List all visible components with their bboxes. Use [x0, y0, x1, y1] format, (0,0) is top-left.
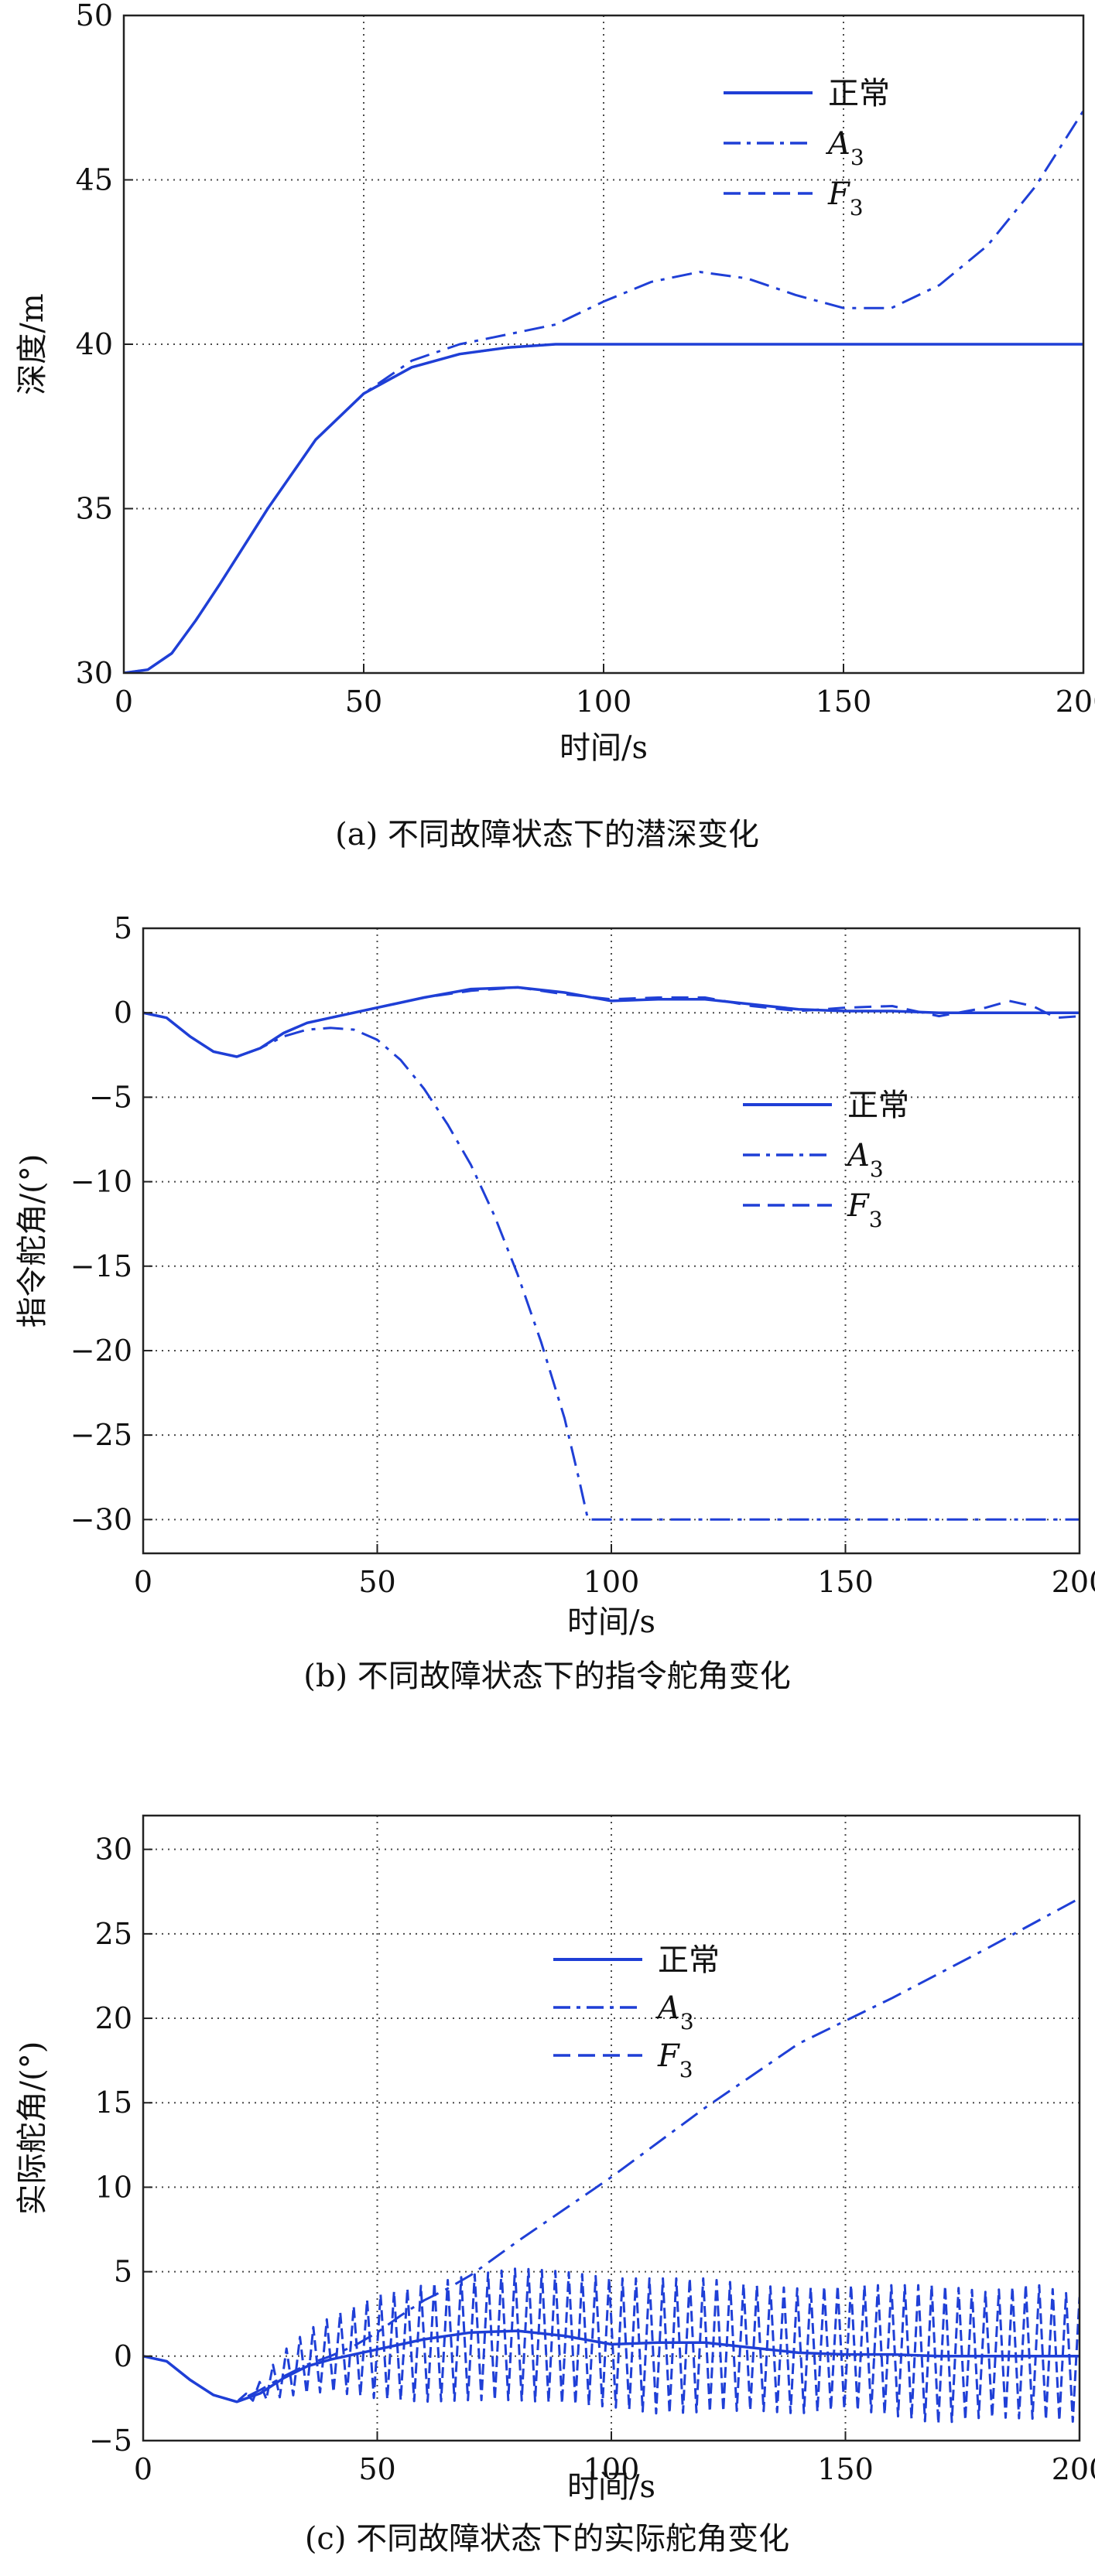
- y-tick-label-3: 10: [95, 2170, 132, 2204]
- x-tick-label-0: 0: [134, 1565, 152, 1599]
- x-tick-label-4: 200: [1056, 685, 1095, 719]
- x-axis-label-b: 时间/s: [567, 1604, 655, 1640]
- caption-a: (a) 不同故障状态下的潜深变化: [335, 817, 759, 852]
- grid-lines-b: [143, 928, 1080, 1553]
- y-axis-label-a: 深度/m: [15, 293, 50, 395]
- x-tick-label-0: 0: [134, 2452, 152, 2486]
- y-axis-label-b: 指令舵角/(°): [15, 1154, 50, 1328]
- y-tick-label-3: 45: [76, 163, 113, 197]
- legend-a: 正常 A3 F3: [724, 76, 890, 220]
- x-tick-label-1: 50: [358, 1565, 395, 1599]
- legend-label-1: A3: [825, 126, 864, 170]
- legend-label-1: A3: [655, 1990, 694, 2034]
- x-tick-label-3: 150: [816, 685, 872, 719]
- x-axis-label-c: 时间/s: [567, 2469, 655, 2505]
- y-tick-label-2: 40: [76, 327, 113, 361]
- x-tick-label-1: 50: [358, 2452, 395, 2486]
- series-group-a: [124, 110, 1083, 673]
- x-tick-label-0: 0: [115, 685, 133, 719]
- legend-label-2: F3: [847, 1188, 883, 1232]
- caption-b: (b) 不同故障状态下的指令舵角变化: [303, 1659, 791, 1694]
- y-tick-label-0: 5: [114, 911, 132, 945]
- legend-label-1: A3: [844, 1138, 884, 1182]
- y-tick-label-7: 30: [95, 1833, 132, 1867]
- series-line-F3: [143, 2267, 1080, 2425]
- series-group-c: [143, 1897, 1080, 2425]
- caption-c: (c) 不同故障状态下的实际舵角变化: [305, 2521, 789, 2557]
- x-tick-label-2: 100: [583, 1565, 640, 1599]
- legend-b: 正常 A3 F3: [743, 1088, 909, 1232]
- y-tick-label-7: −30: [70, 1502, 132, 1536]
- y-tick-label-5: 20: [95, 2001, 132, 2035]
- y-tick-label-0: 30: [76, 656, 113, 690]
- legend-label-2: F3: [827, 176, 864, 220]
- series-line-A3: [124, 110, 1083, 673]
- y-tick-label-5: −20: [70, 1334, 132, 1368]
- y-tick-label-0: −5: [89, 2424, 132, 2458]
- x-tick-label-3: 150: [817, 1565, 874, 1599]
- y-tick-label-6: −25: [70, 1418, 132, 1452]
- grid-lines-c: [143, 1816, 1080, 2441]
- legend-label-0: 正常: [828, 76, 890, 111]
- y-tick-label-2: 5: [114, 2255, 132, 2289]
- y-tick-label-4: −15: [70, 1249, 132, 1283]
- tick-labels-b: 05010015020050−5−10−15−20−25−30: [70, 911, 1095, 1599]
- y-tick-label-1: 0: [114, 2339, 132, 2373]
- legend-label-0: 正常: [658, 1942, 720, 1978]
- x-tick-label-4: 200: [1052, 2452, 1095, 2486]
- series-line-F3: [124, 343, 1083, 673]
- series-line-F3: [143, 986, 1080, 1058]
- x-tick-label-3: 150: [817, 2452, 874, 2486]
- x-tick-label-1: 50: [345, 685, 382, 719]
- x-tick-label-4: 200: [1052, 1565, 1095, 1599]
- y-tick-label-4: 50: [76, 0, 113, 32]
- y-tick-label-1: 0: [114, 996, 132, 1030]
- x-tick-label-2: 100: [583, 2452, 640, 2486]
- x-tick-label-2: 100: [576, 685, 632, 719]
- tick-labels-a: 0 50 100 150 200 30 35 40 45 50: [76, 0, 1095, 719]
- legend-label-2: F3: [657, 2038, 693, 2082]
- y-tick-label-3: −10: [70, 1165, 132, 1199]
- y-axis-label-c: 实际舵角/(°): [15, 2041, 50, 2216]
- series-group-b: [143, 986, 1080, 1521]
- y-tick-label-4: 15: [95, 2086, 132, 2120]
- y-tick-label-2: −5: [89, 1080, 132, 1114]
- series-line-A3: [143, 1011, 1080, 1521]
- y-tick-label-6: 25: [95, 1917, 132, 1951]
- y-tick-label-1: 35: [76, 492, 113, 526]
- x-axis-label-a: 时间/s: [559, 730, 648, 766]
- legend-label-0: 正常: [847, 1088, 909, 1123]
